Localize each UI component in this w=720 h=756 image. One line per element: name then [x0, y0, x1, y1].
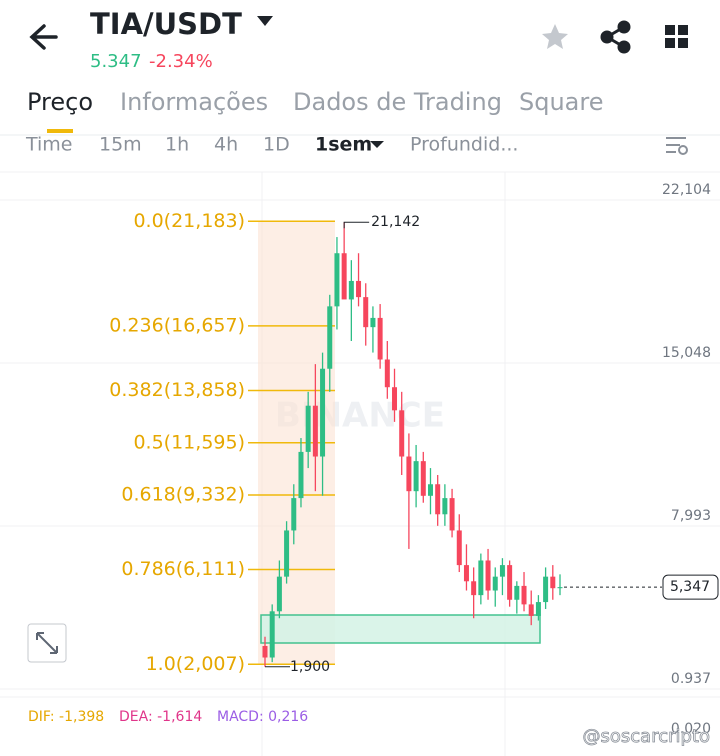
candle-body	[363, 297, 369, 328]
interval[interactable]: 4h	[214, 134, 238, 156]
fib-label: 0.5(11,595)	[133, 431, 245, 453]
interval[interactable]: 1D	[263, 134, 290, 156]
fib-label: 0.618(9,332)	[121, 484, 245, 506]
share-icon[interactable]	[600, 20, 631, 54]
candle-body	[471, 581, 477, 596]
tab[interactable]: Preço	[27, 88, 93, 116]
candle-body	[543, 576, 549, 603]
credit: @soscarcripto	[583, 726, 711, 747]
fib-label: 0.382(13,858)	[109, 379, 245, 401]
tab[interactable]: Dados de Trading	[293, 88, 502, 116]
candle-body	[427, 484, 433, 496]
price-change: -2.34%	[149, 51, 213, 72]
candle-body	[435, 484, 441, 515]
candle-body	[269, 611, 275, 658]
candle-body	[514, 585, 520, 600]
pair-dropdown[interactable]	[257, 16, 273, 26]
candle-body	[442, 498, 448, 515]
y-tick-label: 15,048	[662, 345, 711, 361]
y-tick-label: 22,104	[662, 182, 711, 198]
candle-body	[449, 498, 455, 531]
candle-body	[276, 576, 282, 612]
last-price: 5.347	[90, 51, 142, 72]
candle-body	[521, 585, 527, 605]
fib-label: 0.786(6,111)	[121, 558, 245, 580]
chart-settings-icon[interactable]	[666, 137, 688, 155]
candle-body	[334, 253, 340, 307]
candle-body	[291, 498, 297, 531]
active-tab-indicator	[47, 129, 73, 133]
candle-body	[348, 280, 354, 300]
candle-body	[384, 359, 390, 388]
interval[interactable]: 1sem	[315, 134, 372, 156]
macd-tick: 0.020	[671, 721, 711, 737]
candle-body	[463, 565, 469, 582]
max-label: 21,142	[371, 214, 420, 230]
last-price-label: 5,347	[670, 579, 710, 595]
support-zone	[260, 614, 541, 644]
y-tick-label: 7,993	[671, 508, 711, 524]
interval[interactable]: 15m	[99, 134, 142, 156]
fib-label: 1.0(2,007)	[146, 653, 245, 675]
candle-body	[392, 387, 398, 411]
candle-body	[298, 451, 304, 499]
y-tick-label: 0.937	[671, 671, 711, 687]
indicator-value: DIF: -1,398	[28, 709, 104, 725]
candle-body	[327, 306, 333, 369]
candle-body	[399, 410, 405, 457]
fullscreen-icon	[36, 632, 58, 654]
candle-body	[478, 560, 484, 596]
candle-body	[356, 280, 362, 298]
candle-body	[406, 456, 412, 492]
tab[interactable]: Square	[519, 88, 604, 116]
candle-body	[557, 587, 563, 589]
candle-body	[320, 368, 326, 457]
candle-body	[550, 576, 556, 589]
candle-body	[507, 565, 513, 600]
last-price-box	[662, 574, 719, 600]
candle-body	[413, 461, 419, 492]
candle-body	[485, 560, 491, 591]
interval-dropdown[interactable]	[370, 141, 384, 148]
pair-title[interactable]: TIA/USDT	[90, 7, 242, 41]
favorite-icon[interactable]	[542, 24, 568, 49]
fib-label: 0.0(21,183)	[133, 210, 245, 232]
more-icon[interactable]	[665, 25, 688, 48]
candle-body	[377, 317, 383, 360]
candle-body	[499, 565, 505, 577]
tab[interactable]: Informações	[120, 88, 268, 116]
back-button[interactable]	[29, 24, 58, 50]
candle-body	[305, 405, 311, 452]
candle-body	[456, 530, 462, 566]
interval[interactable]: Profundid...	[410, 134, 518, 156]
indicator-value: DEA: -1,614	[119, 709, 202, 725]
candle-body	[341, 253, 347, 300]
indicator-value: MACD: 0,216	[217, 709, 308, 725]
max-marker	[343, 221, 370, 229]
interval[interactable]: 1h	[165, 134, 189, 156]
candle-body	[535, 602, 541, 616]
candle-body	[312, 405, 318, 457]
min-label: 1,900	[290, 659, 330, 675]
candle-body	[262, 645, 268, 658]
candle-body	[420, 461, 426, 496]
interval[interactable]: Time	[25, 134, 73, 156]
candle-body	[492, 576, 498, 591]
candle-body	[284, 530, 290, 577]
candle-body	[528, 604, 534, 616]
candle-body	[370, 317, 376, 328]
fib-label: 0.236(16,657)	[109, 314, 245, 336]
